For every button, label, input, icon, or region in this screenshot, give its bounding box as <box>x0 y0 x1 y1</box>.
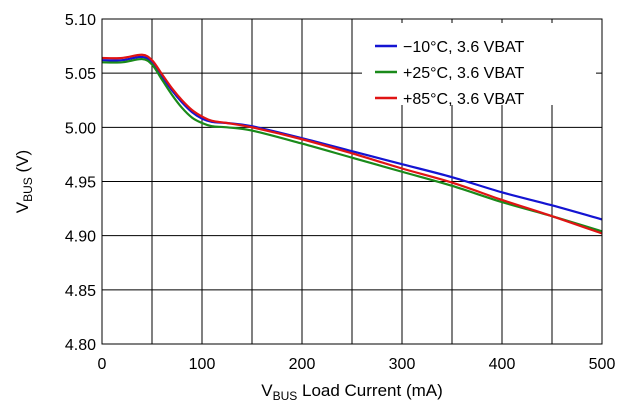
y-tick-label: 5.10 <box>65 12 96 29</box>
y-tick-label: 4.95 <box>65 175 96 192</box>
x-tick-label: 400 <box>489 356 516 373</box>
y-axis-label-main: V <box>13 201 32 213</box>
y-tick-label: 5.00 <box>65 120 96 137</box>
y-tick-label: 4.80 <box>65 337 96 354</box>
y-tick-label: 4.90 <box>65 229 96 246</box>
y-axis-label-sub: BUS <box>21 177 35 202</box>
y-axis-label-rest: (V) <box>13 150 32 177</box>
series-lines <box>101 53 603 235</box>
x-axis-label-main: V <box>261 381 273 400</box>
series-line-plus85c <box>101 53 603 235</box>
x-tick-label: 500 <box>589 356 616 373</box>
x-axis-label-rest: Load Current (mA) <box>297 381 443 400</box>
x-tick-label: 0 <box>98 356 107 373</box>
legend-entry: −10°C, 3.6 VBAT <box>403 39 525 56</box>
x-tick-label: 100 <box>189 356 216 373</box>
series-line-plus25c <box>101 57 603 233</box>
legend-entry: +25°C, 3.6 VBAT <box>403 65 525 82</box>
x-axis-label: VBUS Load Current (mA) <box>261 381 443 403</box>
y-tick-label: 4.85 <box>65 283 96 300</box>
x-tick-label: 200 <box>289 356 316 373</box>
x-tick-label: 300 <box>389 356 416 373</box>
legend: −10°C, 3.6 VBAT +25°C, 3.6 VBAT +85°C, 3.6… <box>362 23 596 108</box>
plot-frame <box>101 18 603 345</box>
y-axis-label: VBUS (V) <box>13 150 35 213</box>
x-tick-labels: 0 100 200 300 400 500 <box>98 356 616 373</box>
legend-entry: +85°C, 3.6 VBAT <box>403 91 525 108</box>
legend-background <box>362 23 596 105</box>
y-tick-label: 5.05 <box>65 66 96 83</box>
y-tick-labels: 4.80 4.85 4.90 4.95 5.00 5.05 5.10 <box>65 12 96 354</box>
x-axis-label-sub: BUS <box>273 389 298 403</box>
